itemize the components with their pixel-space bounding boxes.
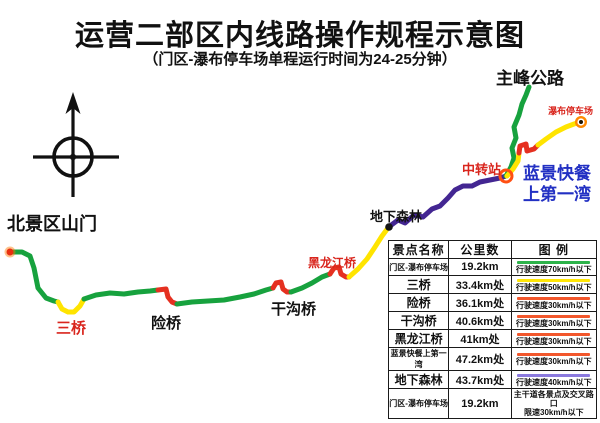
legend-text: 行驶速度30km/h以下 bbox=[516, 300, 592, 310]
cell-km: 41km处 bbox=[448, 329, 512, 348]
header-spot-name: 景点名称 bbox=[387, 240, 450, 259]
legend-speed-line bbox=[517, 261, 591, 264]
legend-text: 行驶速度30km/h以下 bbox=[516, 357, 592, 366]
table-row: 蓝景快餐上第一湾 47.2km处 行驶速度30km/h以下 bbox=[387, 347, 598, 371]
route-segment-red-xianqiao bbox=[155, 286, 180, 307]
cell-km: 33.4km处 bbox=[448, 275, 512, 294]
route-segment-yellow-to-waterfall bbox=[535, 119, 583, 148]
cell-name: 门区-瀑布停车场 bbox=[387, 258, 450, 276]
cell-name: 蓝景快餐上第一湾 bbox=[387, 347, 450, 371]
route-segment-yellow-sanqiao bbox=[55, 296, 87, 315]
legend-text: 行驶速度30km/h以下 bbox=[516, 336, 592, 346]
route-segment-green-xianqiao-to-gangou bbox=[174, 285, 276, 307]
label-three-bridges: 三桥 bbox=[56, 320, 87, 337]
cell-km: 36.1km处 bbox=[448, 293, 512, 312]
table-row: 门区-瀑布停车场 19.2km 主干道各景点及交叉路口 限速30km/h以下 bbox=[387, 388, 598, 419]
cell-name: 三桥 bbox=[387, 275, 450, 294]
waterfall-parking-marker-dot bbox=[579, 120, 583, 124]
route-segment-green-gate-to-sanqiao bbox=[7, 249, 61, 305]
cell-legend: 主干道各景点及交叉路口 限速30km/h以下 bbox=[510, 388, 598, 419]
route-segment-red-gangouqiao bbox=[270, 279, 294, 295]
compass-icon bbox=[33, 92, 119, 197]
table-row: 门区-瀑布停车场 19.2km 行驶速度70km/h以下 bbox=[387, 258, 598, 276]
page-title: 运营二部区内线路操作规程示意图 bbox=[74, 20, 525, 52]
legend-speed-line bbox=[517, 278, 591, 282]
page-subtitle: （门区-瀑布停车场单程运行时间为24-25分钟） bbox=[143, 51, 457, 68]
route-segment-green-gangou-to-heilongjiang bbox=[288, 271, 333, 295]
cell-name: 干沟桥 bbox=[387, 311, 450, 330]
table-row: 黑龙江桥 41km处 行驶速度30km/h以下 bbox=[387, 329, 598, 348]
gate-start-marker-dot bbox=[6, 248, 14, 256]
cell-legend: 行驶速度30km/h以下 bbox=[510, 311, 598, 330]
route-segment-yellow-to-forest bbox=[346, 225, 391, 280]
legend-text: 行驶速度50km/h以下 bbox=[516, 282, 592, 292]
legend-speed-line bbox=[517, 332, 591, 336]
legend-speed-line bbox=[517, 373, 591, 377]
legend-speed-line bbox=[517, 314, 591, 318]
label-waterfall-parking: 瀑布停车场 bbox=[548, 106, 594, 116]
legend-text-line2: 限速30km/h以下 bbox=[524, 408, 584, 417]
route-segment-green-transfer-to-mainpeak bbox=[503, 84, 532, 179]
cell-legend: 行驶速度30km/h以下 bbox=[510, 293, 598, 312]
table-row: 险桥 36.1km处 行驶速度30km/h以下 bbox=[387, 293, 598, 312]
cell-km: 47.2km处 bbox=[448, 347, 512, 371]
label-lanjing-line2: 上第一湾 bbox=[523, 185, 591, 204]
cell-km: 19.2km bbox=[448, 258, 512, 276]
legend-text: 行驶速度70km/h以下 bbox=[516, 265, 592, 274]
legend-text: 主干道各景点及交叉路口 bbox=[513, 390, 594, 408]
route-segment-purple-forest-to-transfer bbox=[387, 173, 509, 229]
cell-name: 黑龙江桥 bbox=[387, 329, 450, 348]
cell-name: 险桥 bbox=[387, 293, 450, 312]
table-row: 地下森林 43.7km处 行驶速度40km/h以下 bbox=[387, 370, 598, 389]
legend-text: 行驶速度40km/h以下 bbox=[516, 377, 592, 387]
label-transfer-station: 中转站 bbox=[462, 162, 502, 177]
label-main-peak-road: 主峰公路 bbox=[496, 69, 564, 88]
cell-km: 43.7km处 bbox=[448, 370, 512, 389]
cell-km: 19.2km bbox=[448, 388, 512, 419]
label-dry-ditch-bridge: 干沟桥 bbox=[271, 301, 317, 318]
legend-text: 行驶速度30km/h以下 bbox=[516, 318, 592, 328]
cell-legend: 行驶速度30km/h以下 bbox=[510, 347, 598, 371]
legend-speed-line bbox=[517, 353, 591, 356]
cell-name: 门区-瀑布停车场 bbox=[387, 388, 450, 419]
label-north-gate: 北景区山门 bbox=[7, 214, 97, 234]
legend-speed-line bbox=[517, 296, 591, 300]
label-lanjing-line1: 蓝景快餐 bbox=[523, 164, 591, 183]
label-lanjing-fastfood-first-bay: 蓝景快餐 上第一湾 bbox=[523, 163, 591, 205]
table-row: 干沟桥 40.6km处 行驶速度30km/h以下 bbox=[387, 311, 598, 330]
header-kilometers: 公里数 bbox=[448, 240, 512, 259]
label-danger-bridge: 险桥 bbox=[151, 315, 182, 332]
cell-name: 地下森林 bbox=[387, 370, 450, 389]
cell-legend: 行驶速度30km/h以下 bbox=[510, 329, 598, 348]
table-header-row: 景点名称 公里数 图 例 bbox=[387, 240, 598, 259]
underground-forest-marker bbox=[385, 223, 393, 231]
label-heilongjiang-bridge: 黑龙江桥 bbox=[308, 256, 357, 270]
route-segment-red-upper bbox=[516, 141, 541, 156]
header-legend: 图 例 bbox=[510, 240, 598, 259]
label-underground-forest: 地下森林 bbox=[370, 209, 423, 224]
route-points-table: 景点名称 公里数 图 例 门区-瀑布停车场 19.2km 行驶速度70km/h以… bbox=[387, 240, 598, 419]
cell-legend: 行驶速度50km/h以下 bbox=[510, 275, 598, 294]
table-row: 三桥 33.4km处 行驶速度50km/h以下 bbox=[387, 275, 598, 294]
route-segment-green-sanqiao-to-xianqiao bbox=[81, 287, 161, 302]
cell-km: 40.6km处 bbox=[448, 311, 512, 330]
cell-legend: 行驶速度40km/h以下 bbox=[510, 370, 598, 389]
transfer-station-marker bbox=[498, 168, 514, 184]
cell-legend: 行驶速度70km/h以下 bbox=[510, 258, 598, 276]
